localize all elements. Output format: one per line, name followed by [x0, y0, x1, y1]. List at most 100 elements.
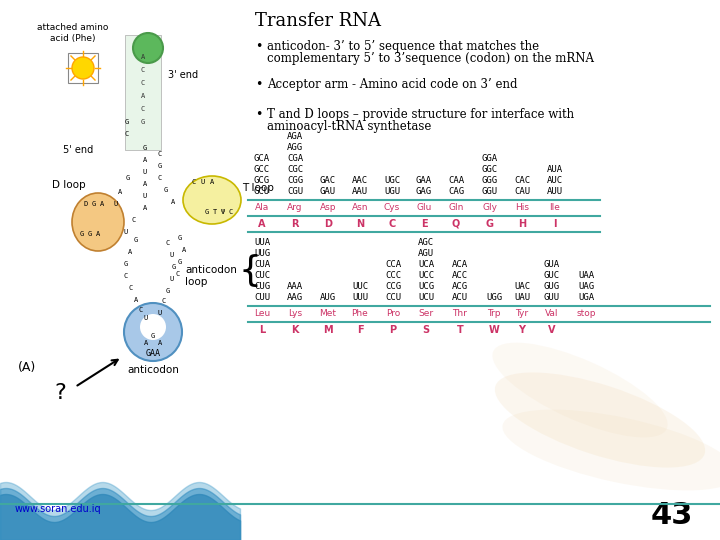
Text: GGG: GGG [482, 176, 498, 185]
Text: U: U [144, 315, 148, 321]
Text: C: C [141, 80, 145, 86]
Text: Gly: Gly [482, 203, 498, 212]
Text: GAG: GAG [416, 187, 432, 196]
Text: A: A [171, 199, 175, 205]
Text: GUG: GUG [544, 282, 560, 291]
Bar [68, 53, 98, 83]
Text: anticodon: anticodon [185, 265, 237, 275]
Text: G: G [125, 119, 129, 125]
Text: UAA: UAA [578, 271, 594, 280]
Text: C: C [124, 273, 128, 279]
Circle shape [72, 57, 94, 79]
Text: C: C [141, 106, 145, 112]
Text: W: W [489, 325, 500, 335]
Text: E: E [420, 219, 427, 229]
Ellipse shape [503, 409, 720, 490]
Text: G: G [126, 175, 130, 181]
Text: H: H [518, 219, 526, 229]
Text: C: C [132, 217, 136, 223]
Text: UUA: UUA [254, 238, 270, 247]
Text: GCG: GCG [254, 176, 270, 185]
Text: C: C [139, 307, 143, 313]
Text: G: G [178, 259, 182, 265]
Text: 43: 43 [651, 501, 693, 530]
Circle shape [140, 314, 166, 340]
Text: 3' end: 3' end [168, 70, 198, 80]
Text: G: G [88, 231, 92, 237]
Text: G: G [486, 219, 494, 229]
Text: C: C [141, 67, 145, 73]
Ellipse shape [492, 342, 667, 437]
Text: U: U [170, 252, 174, 258]
Text: Transfer RNA: Transfer RNA [255, 12, 381, 30]
Text: GAA: GAA [416, 176, 432, 185]
Text: acid (Phe): acid (Phe) [50, 33, 96, 43]
Text: UCC: UCC [418, 271, 434, 280]
Text: •: • [255, 108, 262, 121]
Text: anticodon- 3’ to 5’ sequence that matches the: anticodon- 3’ to 5’ sequence that matche… [267, 40, 539, 53]
Text: A: A [143, 157, 147, 163]
Text: CGU: CGU [287, 187, 303, 196]
Text: GUA: GUA [544, 260, 560, 269]
Text: G: G [124, 261, 128, 267]
Text: U: U [143, 169, 147, 175]
Text: R: R [292, 219, 299, 229]
Text: UAG: UAG [578, 282, 594, 291]
Text: U: U [143, 193, 147, 199]
Text: AGC: AGC [418, 238, 434, 247]
Circle shape [133, 33, 163, 63]
Text: UGC: UGC [384, 176, 400, 185]
Text: AAC: AAC [352, 176, 368, 185]
Text: CCG: CCG [385, 282, 401, 291]
Text: ?: ? [54, 383, 66, 403]
Text: GAU: GAU [320, 187, 336, 196]
Text: CUU: CUU [254, 293, 270, 302]
Text: loop: loop [185, 277, 207, 287]
Text: Ψ: Ψ [221, 209, 225, 215]
Text: Ile: Ile [549, 203, 560, 212]
Text: C: C [158, 151, 162, 157]
Text: GAC: GAC [320, 176, 336, 185]
Text: AGG: AGG [287, 143, 303, 152]
Text: UUC: UUC [352, 282, 368, 291]
Text: aminoacyl-tRNA synthetase: aminoacyl-tRNA synthetase [267, 120, 431, 133]
Text: CCC: CCC [385, 271, 401, 280]
Text: Glu: Glu [416, 203, 432, 212]
Text: Ala: Ala [255, 203, 269, 212]
Text: A: A [128, 249, 132, 255]
Text: C: C [192, 179, 196, 185]
Text: stop: stop [576, 309, 595, 318]
Text: CAC: CAC [514, 176, 530, 185]
Text: G: G [92, 201, 96, 207]
Text: AGU: AGU [418, 249, 434, 258]
Text: ACG: ACG [452, 282, 468, 291]
Text: G: G [178, 235, 182, 241]
Text: Asp: Asp [320, 203, 336, 212]
Text: C: C [162, 298, 166, 304]
Text: A: A [100, 201, 104, 207]
Text: V: V [548, 325, 556, 335]
Text: A: A [134, 297, 138, 303]
Text: G: G [205, 209, 209, 215]
Text: L: L [259, 325, 265, 335]
Text: G: G [80, 231, 84, 237]
Text: GUC: GUC [544, 271, 560, 280]
Text: F: F [356, 325, 364, 335]
Text: ACC: ACC [452, 271, 468, 280]
Text: G: G [166, 288, 170, 294]
Text: GCU: GCU [254, 187, 270, 196]
Text: AAA: AAA [287, 282, 303, 291]
Text: Asn: Asn [352, 203, 368, 212]
Text: S: S [423, 325, 430, 335]
Text: Met: Met [320, 309, 336, 318]
Text: A: A [158, 340, 162, 346]
Text: C: C [125, 131, 129, 137]
Text: CUA: CUA [254, 260, 270, 269]
Text: U: U [124, 229, 128, 235]
Text: UCG: UCG [418, 282, 434, 291]
Text: G: G [158, 163, 162, 169]
Text: AAU: AAU [352, 187, 368, 196]
Text: D loop: D loop [52, 180, 86, 190]
Text: •: • [255, 78, 262, 91]
Text: AUA: AUA [547, 165, 563, 174]
